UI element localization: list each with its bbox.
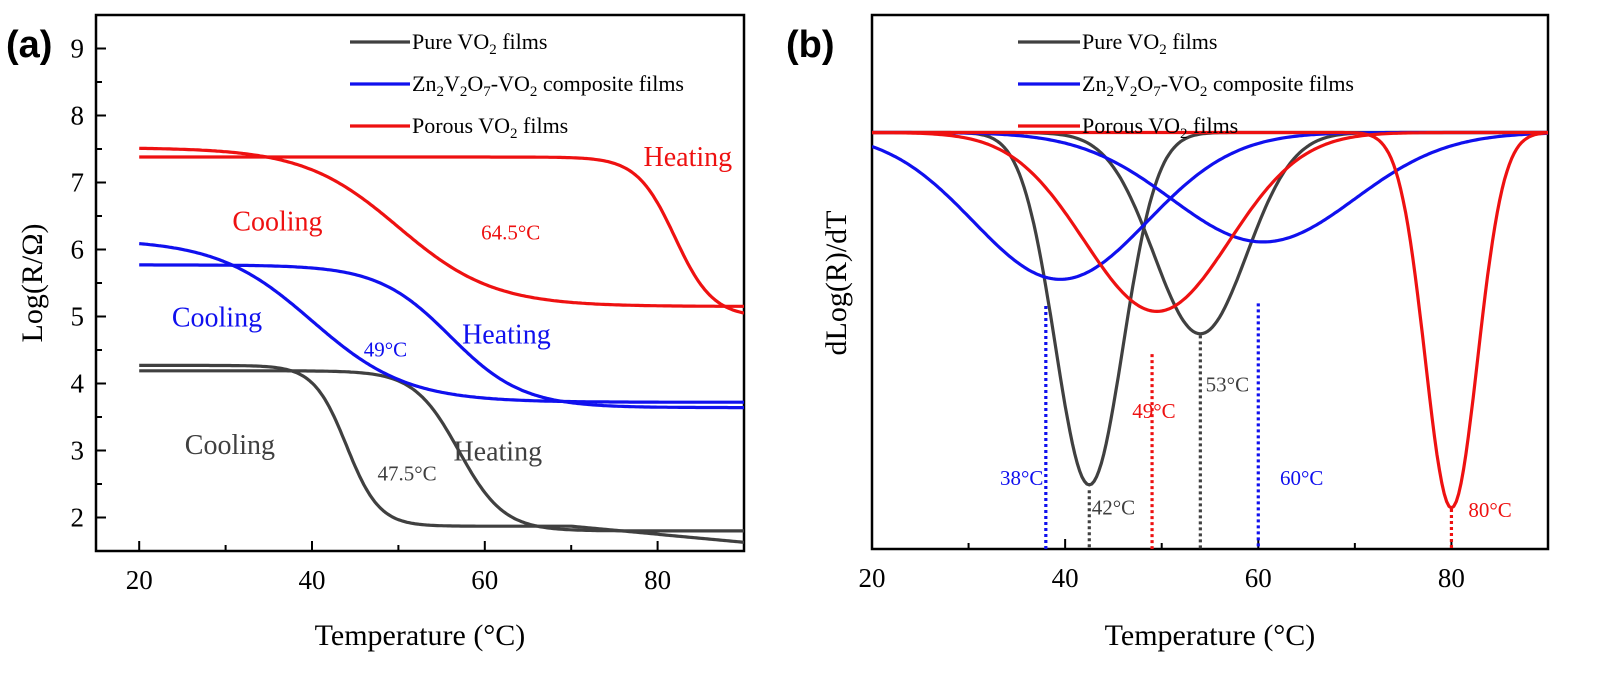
annotation-label: Heating (644, 142, 733, 173)
legend-entry: Zn2V2O7-VO2 composite films (1082, 71, 1354, 100)
y-tick-label: 7 (71, 168, 85, 198)
y-tick-label: 6 (71, 235, 85, 265)
x-tick-label: 80 (644, 565, 671, 595)
legend-entry: Pure VO2 films (1082, 29, 1217, 58)
series-line-pure-vo2-films-heating (872, 130, 1548, 336)
y-axis-title: dLog(R)/dT (820, 211, 853, 356)
series-line-porous-vo2-films-heating (872, 130, 1548, 510)
y-tick-label: 3 (71, 436, 85, 466)
y-tick-label: 9 (71, 34, 85, 64)
panel-label: (a) (6, 24, 52, 66)
x-tick-label: 20 (126, 565, 153, 595)
legend-entry: Pure VO2 films (412, 29, 547, 58)
x-tick-label: 80 (1438, 563, 1465, 593)
panel-a: 20 40 60 80 2 3 4 5 6 7 8 9 Temperature (°C) Log(R/Ω)… (6, 13, 746, 652)
annotation-label: 49°C (364, 338, 407, 362)
legend-entry: Porous VO2 films (412, 113, 568, 142)
x-axis-title: Temperature (°C) (315, 619, 526, 652)
legend-entry: Zn2V2O7-VO2 composite films (412, 71, 684, 100)
x-tick-label: 40 (299, 565, 326, 595)
annotation-label: Cooling (232, 207, 322, 238)
y-tick-label: 8 (71, 101, 85, 131)
annotation-label: 53°C (1206, 372, 1249, 396)
series-line-pure-vo2-films-cooling (139, 363, 744, 544)
panel-b: 20 40 60 80 Temperature (°C) dLog(R)/dT (b) 38°… (786, 13, 1550, 652)
annotation-label: Cooling (185, 430, 275, 461)
x-tick-label: 60 (471, 565, 498, 595)
series-line-zn2v2o7-vo2-composite-films-cooling (139, 242, 744, 404)
series-line-porous-vo2-films-cooling (139, 146, 744, 308)
y-tick-label: 5 (71, 302, 85, 332)
x-tick-label: 40 (1052, 563, 1079, 593)
series-line-pure-vo2-films-cooling (872, 130, 1548, 487)
annotation-label: 80°C (1468, 498, 1511, 522)
series-line-zn2v2o7-vo2-composite-films-cooling (872, 130, 1548, 281)
series-group (139, 146, 744, 544)
annotation-label: 42°C (1092, 495, 1135, 519)
series-line-zn2v2o7-vo2-composite-films-heating (139, 263, 744, 410)
y-tick-label: 4 (71, 369, 85, 399)
annotation-label: Heating (453, 437, 542, 468)
annotation-label: 64.5°C (481, 220, 540, 244)
annotation-label: 60°C (1280, 466, 1323, 490)
plot-frame-b (870, 13, 1550, 551)
annotation-label: 49°C (1132, 399, 1175, 423)
y-tick-label: 2 (71, 503, 85, 533)
y-axis-title: Log(R/Ω) (16, 224, 49, 343)
series-line-zn2v2o7-vo2-composite-films-heating (872, 130, 1548, 244)
annotation-label: 47.5°C (377, 462, 436, 486)
annotation-label: 38°C (1000, 466, 1043, 490)
x-tick-label: 60 (1245, 563, 1272, 593)
annotation-label: Cooling (172, 303, 262, 334)
x-axis-title: Temperature (°C) (1105, 619, 1316, 652)
series-line-pure-vo2-films-heating (139, 369, 744, 533)
x-tick-label: 20 (859, 563, 886, 593)
series-line-porous-vo2-films-heating (139, 155, 744, 315)
annotation-label: Heating (462, 319, 551, 350)
legend-entry: Porous VO2 films (1082, 113, 1238, 142)
panel-label: (b) (786, 24, 835, 66)
series-line-porous-vo2-films-cooling (872, 130, 1548, 313)
series-group (872, 130, 1548, 549)
